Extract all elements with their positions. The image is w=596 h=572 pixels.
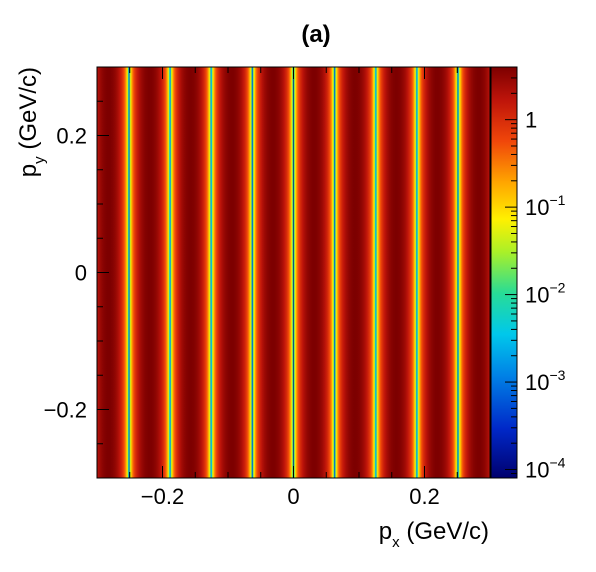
x-axis-tick-labels: −0.2 0 0.2 (141, 484, 440, 509)
heatmap-area (97, 67, 490, 478)
y-axis-tick-labels: 0.2 0 −0.2 (44, 124, 87, 423)
x-tick-label: −0.2 (141, 484, 184, 509)
y-tick-label: −0.2 (44, 398, 87, 423)
x-tick-label: 0.2 (409, 484, 440, 509)
colorbar-ticks (505, 66, 517, 479)
y-axis-title: py (GeV/c) (15, 67, 48, 177)
colorbar-label: 10−2 (525, 280, 566, 308)
colorbar-labels: 1 10−1 10−2 10−3 10−4 (525, 108, 566, 483)
x-axis-title-base: p (379, 518, 392, 545)
colorbar (490, 66, 518, 479)
y-axis-title-sub: y (31, 156, 48, 164)
chart-title: (a) (301, 21, 330, 48)
y-tick-label: 0.2 (56, 124, 87, 149)
colorbar-label: 10−1 (525, 192, 566, 220)
x-tick-label: 0 (287, 484, 299, 509)
y-axis-title-unit: (GeV/c) (15, 67, 42, 156)
x-axis-title-sub: x (392, 534, 400, 551)
y-tick-label: 0 (75, 261, 87, 286)
y-axis-ticks (97, 66, 109, 479)
x-axis-ticks (96, 67, 491, 478)
colorbar-label: 10−4 (525, 455, 566, 483)
colorbar-label: 1 (525, 108, 537, 133)
x-axis-title-unit: (GeV/c) (400, 518, 489, 545)
x-axis-title: px (GeV/c) (379, 518, 489, 551)
y-axis-title-base: p (15, 164, 42, 177)
heatmap-fill (97, 67, 490, 478)
colorbar-label: 10−3 (525, 367, 566, 395)
